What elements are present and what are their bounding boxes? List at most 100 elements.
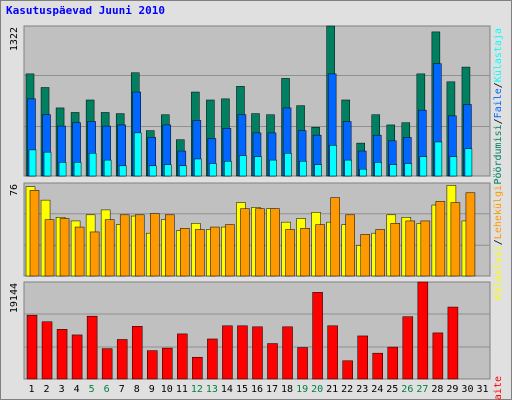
x-tick-label-11: 11 <box>176 384 188 395</box>
top-bar-poordumisi-1 <box>28 149 37 177</box>
middle-bar-lehekulgi-13 <box>210 226 220 277</box>
x-tick-label-10: 10 <box>161 384 173 395</box>
legend-sep: / <box>493 118 504 124</box>
bottom-bar-kbaite-8 <box>131 326 143 380</box>
x-tick-label-19: 19 <box>296 384 308 395</box>
middle-bar-lehekulgi-24 <box>375 229 385 277</box>
legend-lehekulgi: Lehekülgi <box>493 185 504 239</box>
top-bar-poordumisi-23 <box>359 168 367 177</box>
bottom-bar-kbaite-2 <box>41 321 53 380</box>
middle-bar-lehekulgi-4 <box>74 226 85 277</box>
legend-sep: / <box>493 82 504 88</box>
x-tick-label-13: 13 <box>206 384 218 395</box>
x-tick-label-2: 2 <box>44 384 50 395</box>
middle-bar-lehekulgi-16 <box>255 208 265 277</box>
x-tick-label-29: 29 <box>446 384 458 395</box>
x-tick-label-21: 21 <box>326 384 338 395</box>
top-bar-poordumisi-17 <box>269 159 277 177</box>
x-tick-label-15: 15 <box>236 384 248 395</box>
middle-bar-lehekulgi-30 <box>465 192 476 277</box>
x-tick-label-25: 25 <box>386 384 398 395</box>
bottom-bar-kbaite-4 <box>71 334 83 380</box>
bottom-bar-kbaite-25 <box>387 346 399 380</box>
top-bar-poordumisi-28 <box>434 141 443 177</box>
bottom-bar-kbaite-7 <box>116 339 128 380</box>
middle-bar-lehekulgi-26 <box>405 220 416 277</box>
top-bar-poordumisi-3 <box>58 162 67 177</box>
top-bar-poordumisi-18 <box>284 153 292 177</box>
top-bar-poordumisi-6 <box>103 159 112 177</box>
middle-bar-lehekulgi-22 <box>345 214 355 277</box>
bottom-bar-kbaite-28 <box>432 332 444 380</box>
middle-bar-lehekulgi-11 <box>180 228 190 277</box>
bottom-bar-kbaite-14 <box>222 325 233 380</box>
top-bar-poordumisi-10 <box>164 164 172 177</box>
legend-kbaite: KBaite <box>493 376 504 400</box>
x-tick-label-3: 3 <box>59 384 65 395</box>
top-ymax-label: 1322 <box>9 27 20 51</box>
middle-bar-lehekulgi-28 <box>435 201 446 277</box>
legend-kulastaja: Külastaja <box>493 28 504 82</box>
bottom-bar-kbaite-24 <box>372 352 383 380</box>
bottom-bar-kbaite-21 <box>327 325 338 380</box>
bottom-bar-kbaite-27 <box>417 281 429 380</box>
x-tick-label-1: 1 <box>29 384 35 395</box>
top-bar-poordumisi-11 <box>179 165 187 177</box>
bottom-bar-kbaite-12 <box>192 356 203 380</box>
chart-title: Kasutuspäevad Juuni 2010 <box>6 4 165 17</box>
bottom-bar-kbaite-23 <box>357 335 368 380</box>
bottom-legend: KBaite <box>493 376 504 400</box>
bottom-bar-kbaite-3 <box>56 329 68 380</box>
x-tick-label-6: 6 <box>104 384 110 395</box>
middle-bar-lehekulgi-18 <box>285 229 295 277</box>
middle-bar-lehekulgi-27 <box>420 220 431 277</box>
top-bar-poordumisi-27 <box>419 156 428 177</box>
x-tick-label-23: 23 <box>356 384 368 395</box>
top-bar-poordumisi-21 <box>329 145 337 177</box>
bottom-bar-kbaite-20 <box>312 292 323 380</box>
middle-bar-lehekulgi-7 <box>119 214 130 277</box>
top-bar-poordumisi-15 <box>239 155 247 177</box>
middle-bar-lehekulgi-19 <box>300 228 310 277</box>
bottom-bar-kbaite-15 <box>237 325 248 380</box>
bottom-bar-kbaite-19 <box>297 347 308 380</box>
top-bar-poordumisi-4 <box>73 162 82 177</box>
bottom-bar-kbaite-22 <box>342 360 353 380</box>
middle-bar-lehekulgi-21 <box>330 197 340 277</box>
x-tick-label-8: 8 <box>134 384 140 395</box>
x-tick-label-4: 4 <box>74 384 80 395</box>
top-bar-poordumisi-14 <box>224 160 232 177</box>
bottom-ymax-label: 19144 <box>9 283 20 313</box>
top-bar-poordumisi-9 <box>149 165 157 177</box>
legend-faile: Faile <box>493 88 504 118</box>
top-bar-poordumisi-30 <box>464 148 473 177</box>
x-tick-label-16: 16 <box>251 384 263 395</box>
top-bar-poordumisi-25 <box>389 164 398 177</box>
bottom-bar-kbaite-5 <box>86 315 98 380</box>
top-bar-poordumisi-19 <box>299 160 307 177</box>
top-bar-poordumisi-20 <box>314 164 322 177</box>
x-tick-label-7: 7 <box>119 384 125 395</box>
bottom-bar-kbaite-13 <box>207 338 218 380</box>
top-legend: Pöördumisi/Faile/Külastaja <box>493 28 504 185</box>
top-bar-poordumisi-7 <box>118 165 127 177</box>
middle-bar-lehekulgi-1 <box>29 190 40 277</box>
bottom-bar-kbaite-16 <box>252 326 263 380</box>
x-tick-label-27: 27 <box>416 384 428 395</box>
top-bar-poordumisi-29 <box>449 156 458 177</box>
legend-poordumisi: Pöördumisi <box>493 124 504 184</box>
x-tick-label-28: 28 <box>431 384 443 395</box>
x-tick-label-12: 12 <box>191 384 203 395</box>
x-tick-label-31: 31 <box>476 384 488 395</box>
middle-bar-lehekulgi-25 <box>390 223 401 277</box>
bottom-bar-kbaite-26 <box>402 316 414 380</box>
bottom-bar-kbaite-6 <box>101 348 113 380</box>
middle-bar-lehekulgi-29 <box>450 202 461 277</box>
middle-bar-lehekulgi-17 <box>270 208 280 277</box>
middle-bar-lehekulgi-9 <box>150 213 160 277</box>
top-bar-poordumisi-5 <box>88 153 97 177</box>
x-tick-label-22: 22 <box>341 384 353 395</box>
legend-sep: / <box>493 239 504 245</box>
top-bar-poordumisi-16 <box>254 156 262 177</box>
